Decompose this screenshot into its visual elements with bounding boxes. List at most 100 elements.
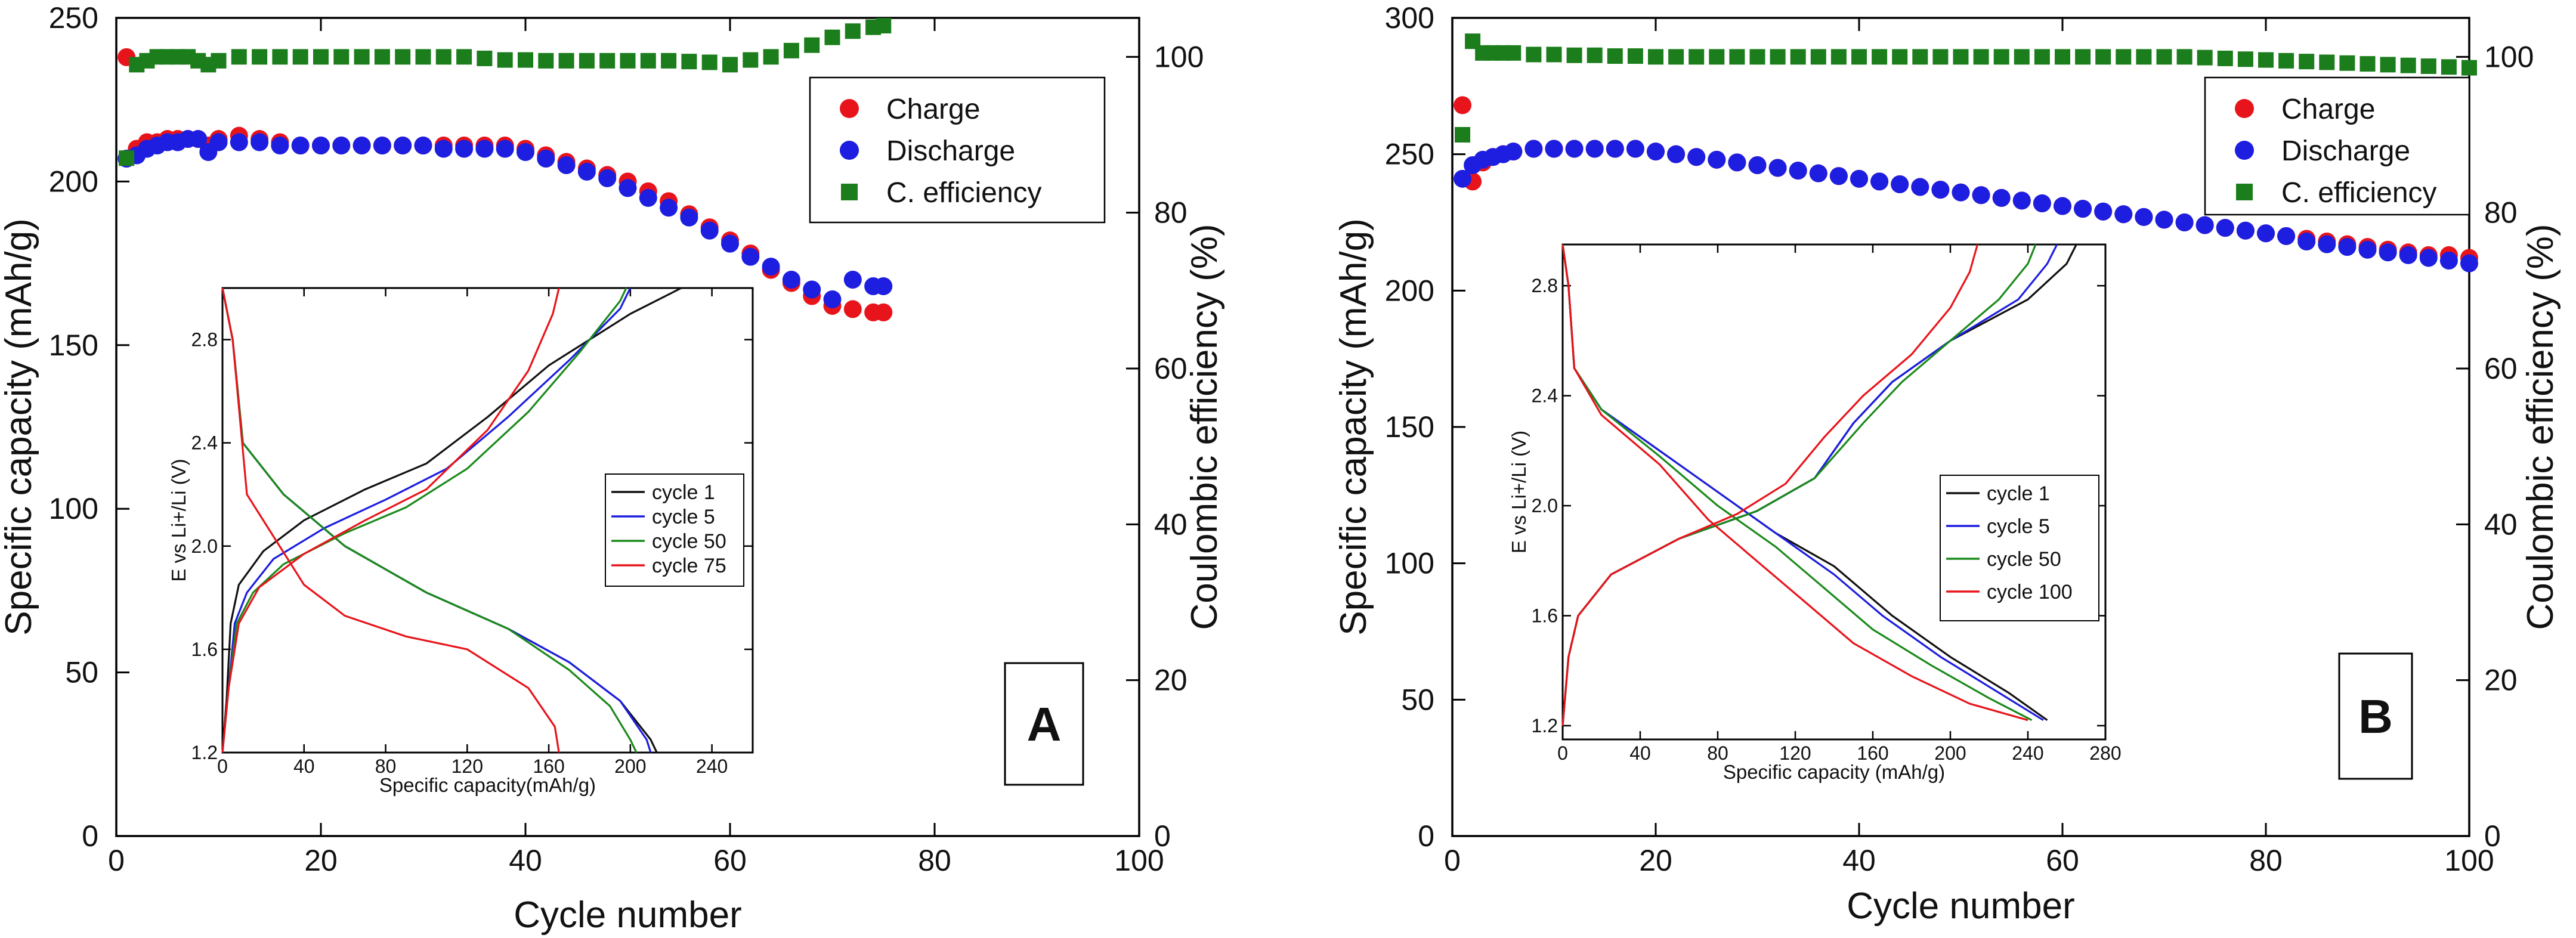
discharge-point [1606,140,1624,158]
c-efficiency-point [456,49,472,65]
c-efficiency-point [518,52,533,68]
discharge-point [2257,224,2275,243]
c-efficiency-point [2400,57,2416,73]
inset-y-tick-label: 1.6 [1532,605,1558,627]
discharge-point [1647,143,1665,161]
inset-x-tick-label: 240 [2012,742,2043,764]
discharge-point [2033,194,2051,212]
c-efficiency-point [2299,54,2315,70]
discharge-point [1850,169,1868,188]
c-efficiency-point [2441,59,2457,75]
discharge-point [1728,153,1746,172]
discharge-point [1524,140,1543,158]
discharge-point [874,277,893,296]
c-efficiency-point [1790,49,1806,65]
inset-x-tick-label: 0 [1557,742,1568,764]
inset-x-tick-label: 120 [452,756,483,777]
c-efficiency-point [313,49,329,65]
cycle-50-charge-curve [221,287,627,753]
c-efficiency-point [2258,52,2274,68]
discharge-point [1667,145,1686,163]
discharge-point [2379,243,2397,262]
c-efficiency-point [2217,50,2233,66]
discharge-point [414,137,432,155]
inset-x-tick-label: 160 [533,756,564,777]
c-efficiency-point [292,49,308,65]
x-tick-label: 60 [2046,844,2079,877]
c-efficiency-point [2319,54,2335,70]
c-efficiency-point [2359,56,2376,72]
inset-x-tick-label: 240 [696,756,728,777]
discharge-point [496,140,514,158]
discharge-point [741,247,760,266]
discharge-point [2094,202,2113,221]
discharge-point [2135,208,2153,226]
y2-tick-label: 60 [1154,352,1188,385]
discharge-point [1454,169,1472,188]
discharge-point [1992,188,2011,207]
c-efficiency-point [2014,49,2030,65]
c-efficiency-point [804,37,820,53]
inset-x-tick-label: 200 [1934,742,1966,764]
inset-x-tick-label: 200 [614,756,646,777]
discharge-point [2419,249,2438,267]
cycle-75-charge-curve [221,287,560,753]
y-axis-label: Specific capacity (mAh/g) [0,218,39,635]
c-efficiency-point [1892,49,1908,65]
c-efficiency-point [1505,45,1522,61]
c-efficiency-point [1689,49,1705,65]
discharge-point [434,140,453,158]
inset-legend-label: cycle 50 [652,530,726,553]
discharge-point [557,156,576,174]
x-tick-label: 80 [918,844,951,877]
y-tick-label: 0 [82,819,98,853]
inset-x-tick-label: 80 [1707,742,1728,764]
y-tick-label: 100 [1385,547,1434,580]
inset-y-tick-label: 1.6 [191,639,218,660]
x-axis-label: Cycle number [1847,886,2074,927]
x-tick-label: 40 [1842,844,1876,877]
discharge-point [1789,162,1807,180]
c-efficiency-point [231,49,247,65]
charge-point [1454,96,1472,114]
discharge-point [312,137,330,155]
panel-label: A [1027,698,1062,751]
c-efficiency-point [1607,48,1623,64]
inset-x-tick-label: 0 [217,756,228,777]
y2-tick-label: 0 [1154,819,1171,853]
c-efficiency-point [1668,49,1684,65]
y-tick-label: 250 [49,1,98,35]
c-efficiency-point [1912,49,1928,65]
c-efficiency-point [558,52,574,69]
discharge-point [2216,219,2234,237]
c-efficiency-point [2339,55,2355,71]
inset-x-tick-label: 40 [293,756,315,777]
discharge-point [823,290,842,308]
y-tick-label: 300 [1385,1,1434,35]
discharge-point [1585,140,1604,158]
charge-point [874,303,893,321]
y2-tick-label: 100 [1154,40,1204,73]
x-tick-label: 20 [304,844,338,877]
x-tick-label: 0 [1444,844,1461,877]
discharge-point [577,162,596,181]
c-efficiency-point [415,49,431,65]
discharge-point [2195,216,2214,234]
discharge-point [2399,246,2417,264]
legend-marker [840,141,859,160]
discharge-point [2318,235,2336,253]
c-efficiency-point [2278,52,2294,69]
c-efficiency-point [2055,49,2070,65]
inset-legend-label: cycle 1 [1987,482,2050,505]
discharge-point [598,169,617,187]
x-tick-label: 100 [1114,844,1164,877]
inset-y-tick-label: 2.4 [191,432,218,454]
discharge-point [1972,186,1990,205]
y2-axis-label: Coulombic efficiency (%) [2520,224,2561,630]
legend-marker [2235,99,2254,118]
legend-label: C. efficiency [886,177,1042,209]
c-efficiency-point [1587,47,1603,63]
c-efficiency-point [119,150,135,166]
discharge-point [352,137,371,155]
discharge-point [291,137,310,155]
